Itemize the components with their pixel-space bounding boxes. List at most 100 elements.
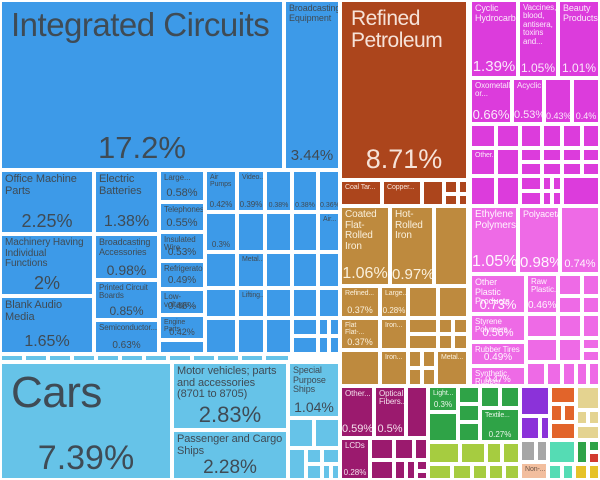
mineral-products-cell[interactable]	[445, 195, 457, 205]
instruments-cell[interactable]	[415, 439, 427, 459]
transportation-cell[interactable]	[25, 355, 47, 361]
transportation-cell[interactable]	[241, 355, 263, 361]
metals-cell[interactable]	[454, 335, 467, 349]
cell-broadcasting-equipment[interactable]: Broadcasting Equipment 3.44%	[285, 1, 339, 169]
machines-cell[interactable]	[266, 213, 291, 251]
chemicals-cell[interactable]: 0.43%	[545, 79, 571, 123]
machines-cell[interactable]	[319, 319, 328, 335]
vegetable-products-cell[interactable]	[461, 443, 485, 463]
plastics-rubbers-cell[interactable]	[559, 315, 581, 337]
plastics-rubbers-cell[interactable]	[527, 315, 557, 337]
machines-cell[interactable]	[293, 337, 317, 353]
transportation-cell[interactable]	[289, 449, 305, 479]
cell-office-machine-parts[interactable]: Office Machine Parts 2.25%	[1, 171, 93, 233]
transportation-cell[interactable]	[169, 355, 191, 361]
chemicals-cell[interactable]	[563, 163, 581, 175]
machines-cell[interactable]: 0.38%	[266, 171, 291, 211]
machines-cell[interactable]	[160, 341, 204, 353]
machines-cell[interactable]	[293, 253, 317, 287]
plastics-rubbers-cell[interactable]	[583, 339, 599, 349]
cell-beauty-products[interactable]: Beauty Products 1.01%	[559, 1, 599, 77]
cell-ethylene-polymers[interactable]: Ethylene Polymers 1.05%	[471, 207, 517, 273]
machines-cell[interactable]	[293, 319, 317, 335]
cell-video-equipment[interactable]: Video... 0.39%	[238, 171, 264, 211]
cell-electric-batteries[interactable]: Electric Batteries 1.38%	[95, 171, 158, 233]
cell-printed-circuit-boards[interactable]: Printed Circuit Boards 0.85%	[95, 281, 158, 319]
plastics-rubbers-cell[interactable]	[583, 297, 599, 313]
cell-synthetic-rubber[interactable]: Synthetic Rubber 0.47%	[471, 367, 525, 385]
transportation-cell[interactable]	[1, 355, 23, 361]
plastics-rubbers-cell[interactable]	[577, 363, 587, 385]
metals-cell[interactable]	[423, 369, 435, 385]
cell-cars[interactable]: Cars 7.39%	[1, 363, 171, 479]
cell-metal-fasteners[interactable]: Metal...	[437, 351, 467, 385]
plastics-rubbers-cell[interactable]	[559, 339, 581, 361]
instruments-cell[interactable]	[395, 461, 405, 479]
cell-telephones[interactable]: Telephones 0.55%	[160, 203, 204, 231]
textiles-cell[interactable]	[429, 413, 457, 441]
cell-copper-ore[interactable]: Copper...	[383, 181, 421, 205]
cell-refined-copper[interactable]: Refined... 0.37%	[341, 287, 379, 317]
cell-blank-audio-media[interactable]: Blank Audio Media 1.65%	[1, 297, 93, 353]
plastics-rubbers-cell[interactable]	[559, 275, 581, 295]
cell-polyacetals[interactable]: Polyacetals 0.98%	[519, 207, 559, 273]
transportation-cell[interactable]	[97, 355, 119, 361]
instruments-cell[interactable]	[371, 461, 393, 479]
plastics-rubbers-cell[interactable]	[589, 363, 599, 385]
instruments-cell[interactable]	[417, 461, 427, 470]
transportation-cell[interactable]	[145, 355, 167, 361]
chemicals-cell[interactable]	[521, 125, 541, 147]
chemicals-cell[interactable]	[563, 149, 581, 161]
cell-passenger-and-cargo-ships[interactable]: Passenger and Cargo Ships 2.28%	[173, 431, 287, 479]
cell-lifting-machinery[interactable]: Lifting...	[238, 289, 264, 317]
chemicals-cell[interactable]	[563, 177, 599, 205]
metals-cell[interactable]	[409, 335, 437, 349]
foodstuffs-cell[interactable]	[551, 423, 575, 439]
machines-cell[interactable]	[238, 213, 264, 251]
mineral-products-cell[interactable]	[423, 181, 443, 205]
cell-raw-plastic-sheeting[interactable]: Raw Plastic... 0.46%	[527, 275, 557, 313]
chemicals-cell[interactable]	[543, 177, 551, 190]
foodstuffs-cell[interactable]	[551, 387, 575, 403]
machines-cell[interactable]: 0.3%	[206, 213, 236, 251]
metals-cell[interactable]	[409, 319, 437, 333]
machines-cell[interactable]	[330, 337, 339, 353]
metals-cell[interactable]	[439, 319, 452, 333]
metals-cell[interactable]	[341, 351, 379, 385]
cell-integrated-circuits[interactable]: Integrated Circuits 17.2%	[1, 1, 283, 169]
transportation-cell[interactable]	[307, 449, 321, 463]
mineral-products-cell[interactable]	[459, 195, 467, 205]
machines-cell[interactable]	[266, 319, 291, 353]
cell-motor-vehicle-parts[interactable]: Motor vehicles; parts and accessories (8…	[173, 363, 287, 429]
transportation-cell[interactable]	[289, 419, 313, 447]
textiles-cell[interactable]	[501, 387, 519, 407]
cell-large-machines[interactable]: Large... 0.58%	[160, 171, 204, 201]
cell-vaccines-blood-antisera[interactable]: Vaccines, blood, antisera, toxins and...…	[519, 1, 557, 77]
transportation-cell[interactable]	[193, 355, 215, 361]
chemicals-cell[interactable]	[543, 192, 551, 205]
chemicals-cell[interactable]	[543, 149, 561, 161]
transportation-cell[interactable]	[49, 355, 71, 361]
cell-oxometallic-acids[interactable]: Oxometallic or... 0.66%	[471, 79, 511, 123]
plastics-rubbers-cell[interactable]: 0.74%	[561, 207, 599, 273]
transportation-cell[interactable]	[121, 355, 143, 361]
transportation-cell[interactable]	[323, 449, 339, 463]
precious-metals-cell[interactable]	[537, 441, 547, 461]
cell-lcds[interactable]: LCDs 0.28%	[341, 439, 369, 479]
miscellaneous-cell[interactable]	[521, 387, 549, 415]
cell-metal-mountings[interactable]: Metal...	[238, 253, 264, 287]
cell-iron-structures[interactable]: Iron...	[381, 319, 407, 349]
vegetable-products-cell[interactable]	[487, 443, 501, 463]
machines-cell[interactable]	[319, 289, 339, 317]
plastics-rubbers-cell[interactable]	[583, 315, 599, 337]
precious-metals-cell[interactable]	[521, 441, 535, 461]
cell-other-plastic-products[interactable]: Other Plastic Products 0.73%	[471, 275, 525, 313]
chemicals-cell[interactable]	[583, 125, 599, 147]
vegetable-products-cell[interactable]	[429, 465, 451, 479]
instruments-cell[interactable]	[407, 461, 415, 479]
cell-rubber-tires[interactable]: Rubber Tires 0.49%	[471, 343, 525, 365]
animal-products-cell[interactable]	[563, 465, 573, 479]
animal-vegetable-biproducts-cell[interactable]	[589, 465, 599, 479]
cell-acyclic-hydrocarbons[interactable]: Acyclic... 0.53%	[513, 79, 543, 123]
instruments-cell[interactable]	[417, 472, 427, 479]
